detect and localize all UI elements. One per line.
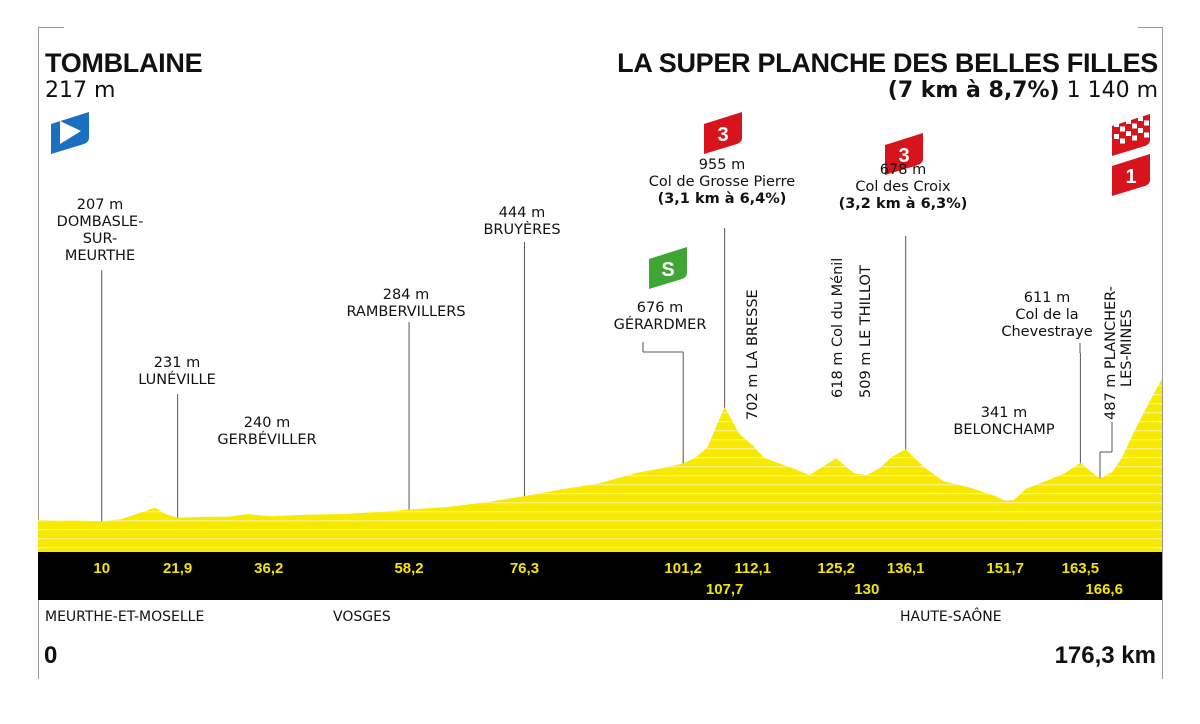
waypoint-elevation: 678 m [879, 162, 927, 178]
waypoint-elevation: 444 m [498, 205, 546, 221]
start-elevation: 217 m [45, 78, 116, 103]
waypoint-name: Col des Croix [855, 179, 951, 195]
km-label: 136,1 [886, 560, 925, 577]
waypoint-label: 487 m PLANCHER- LES-MINES [1103, 286, 1135, 420]
waypoint-label: 678 m Col des Croix (3,2 km à 6,3%) [839, 162, 968, 213]
km-label: 125,2 [817, 560, 855, 577]
total-distance: 176,3 km [1054, 642, 1156, 669]
frame-right [1162, 27, 1163, 679]
waypoint-name: BRUYÈRES [483, 222, 561, 238]
waypoint-name: MEURTHE [64, 248, 136, 264]
waypoint-label: 611 m Col de la Chevestraye [1001, 290, 1092, 341]
finish-checkered-icon [1112, 114, 1150, 156]
frame-top-right [1138, 27, 1163, 28]
waypoint-name: SUR- [82, 231, 118, 247]
waypoint-name: GERBÉVILLER [217, 432, 317, 448]
waypoint-elevation: 207 m [76, 197, 124, 213]
svg-text:S: S [661, 259, 674, 281]
waypoint-label-line: 618 m Col du Ménil [830, 257, 846, 398]
km-label: 130 [854, 581, 880, 598]
waypoint-label-line: LES-MINES [1119, 309, 1135, 387]
finish-climb: (7 km à 8,7%) [887, 78, 1060, 103]
km-label: 21,9 [163, 560, 193, 577]
waypoint-elevation: 611 m [1023, 290, 1071, 306]
waypoint-elevation: 284 m [382, 287, 430, 303]
kom-category-icon: 3 [885, 133, 923, 175]
elevation-profile-area [38, 378, 1162, 552]
km-label: 166,6 [1085, 581, 1123, 598]
svg-text:3: 3 [717, 124, 728, 146]
waypoint-label-line: 702 m LA BRESSE [745, 289, 761, 420]
svg-text:1: 1 [1125, 166, 1136, 188]
waypoint-elevation: 341 m [980, 405, 1028, 421]
km-label: 58,2 [394, 560, 424, 577]
waypoint-elevation: 240 m [243, 415, 291, 431]
waypoint-name: GÉRARDMER [613, 317, 707, 333]
waypoint-label-line: 509 m LE THILLOT [858, 265, 874, 398]
waypoint-elevation: 231 m [153, 355, 201, 371]
km-label: 112,1 [734, 560, 772, 577]
waypoint-label: 702 m LA BRESSE [745, 289, 761, 420]
frame-top-left [38, 27, 64, 28]
waypoint-label-line: 487 m PLANCHER- [1103, 286, 1119, 420]
region-label: MEURTHE-ET-MOSELLE [45, 609, 205, 625]
km-label: 163,5 [1061, 560, 1100, 577]
waypoint-label: 676 m GÉRARDMER [614, 300, 707, 334]
sprint-icon: S [649, 247, 687, 289]
waypoint-name: RAMBERVILLERS [346, 304, 466, 320]
start-name: TOMBLAINE [45, 48, 203, 78]
waypoint-elevation: 676 m [636, 300, 684, 316]
kom-category-icon: 1 [1112, 154, 1150, 196]
waypoint-name: LUNÉVILLE [138, 372, 216, 388]
climb-stats: (3,2 km à 6,3%) [838, 196, 968, 212]
climb-stats: (3,1 km à 6,4%) [657, 191, 787, 207]
waypoint-label: 444 m BRUYÈRES [483, 205, 560, 239]
km-label: 10 [93, 560, 111, 577]
km-label: 36,2 [254, 560, 284, 577]
waypoint-label: 341 m BELONCHAMP [953, 405, 1054, 439]
waypoint-name: DOMBASLE- [56, 214, 144, 230]
waypoint-label: 284 m RAMBERVILLERS [346, 287, 465, 321]
waypoint-name: BELONCHAMP [953, 422, 1055, 438]
region-label: VOSGES [333, 609, 391, 625]
waypoint-name: Chevestraye [1001, 324, 1093, 340]
waypoint-label: 231 m LUNÉVILLE [138, 355, 216, 389]
frame-left [38, 27, 39, 679]
start-distance: 0 [44, 642, 58, 669]
kom-category-icon: 3 [704, 112, 742, 154]
waypoint-name: Col de la [1015, 307, 1079, 323]
distance-bar [38, 552, 1162, 600]
finish-info: (7 km à 8,7%) 1 140 m [888, 78, 1158, 103]
waypoint-label: 618 m Col du Ménil [830, 258, 846, 398]
waypoint-elevation: 955 m [698, 157, 746, 173]
waypoint-name: Col de Grosse Pierre [648, 174, 796, 190]
svg-text:3: 3 [898, 145, 909, 167]
km-label: 151,7 [986, 560, 1024, 577]
start-flag-icon [51, 112, 89, 154]
finish-name: LA SUPER PLANCHE DES BELLES FILLES [617, 48, 1158, 78]
finish-elevation: 1 140 m [1066, 78, 1158, 103]
km-label: 76,3 [509, 560, 540, 577]
waypoint-label: 240 m GERBÉVILLER [217, 415, 316, 449]
waypoint-label: 207 m DOMBASLE- SUR- MEURTHE [57, 197, 144, 265]
waypoint-label: 955 m Col de Grosse Pierre (3,1 km à 6,4%) [649, 157, 795, 208]
region-label: HAUTE-SAÔNE [900, 609, 1002, 625]
km-label: 101,2 [664, 560, 702, 577]
waypoint-label: 509 m LE THILLOT [858, 265, 874, 398]
km-label: 107,7 [705, 581, 744, 598]
